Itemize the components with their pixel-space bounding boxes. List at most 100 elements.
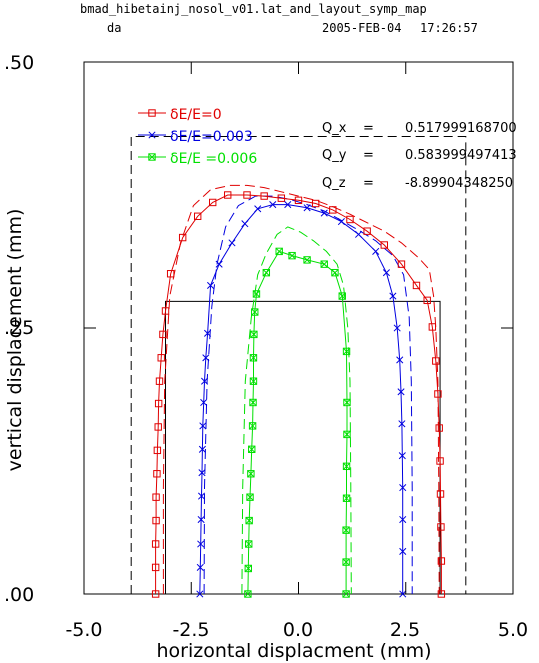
dashed-curve-blue: [203, 195, 413, 595]
data-point-blue-27: [396, 356, 404, 364]
data-point-green-28: [342, 590, 350, 598]
legend-marker-blue: [148, 131, 156, 139]
data-point-green-27: [342, 558, 350, 566]
data-point-blue-5: [198, 469, 206, 477]
data-point-blue-29: [398, 420, 406, 428]
data-point-blue-4: [197, 492, 206, 500]
data-point-red-21: [294, 196, 303, 205]
data-point-red-27: [397, 260, 406, 268]
data-point-blue-23: [372, 247, 380, 255]
data-point-green-26: [342, 526, 350, 534]
data-point-red-33: [435, 424, 443, 432]
outline-box-dashed: [130, 135, 467, 594]
header-time: 17:26:57: [420, 21, 478, 35]
data-point-blue-16: [254, 205, 262, 213]
data-point-blue-1: [196, 563, 204, 571]
data-point-green-4: [246, 493, 254, 501]
tune-values: Q_x = 0.517999168700 Q_y = 0.58399949741…: [322, 121, 517, 191]
data-point-red-0: [151, 590, 160, 598]
data-point-red-23: [329, 206, 337, 214]
data-point-green-14: [262, 268, 271, 277]
data-point-red-6: [153, 446, 162, 455]
series-line-blue: [199, 204, 404, 595]
data-point-green-16: [288, 251, 296, 260]
data-point-red-20: [277, 194, 286, 202]
outline-boxes: [130, 135, 467, 594]
data-point-blue-11: [203, 329, 212, 337]
x-axis-label: horizontal displacment (mm): [156, 640, 431, 662]
data-point-red-14: [178, 233, 187, 242]
data-point-red-31: [432, 357, 440, 365]
data-point-red-3: [152, 516, 160, 525]
data-point-blue-28: [397, 388, 405, 396]
data-point-green-1: [244, 564, 253, 573]
data-point-blue-33: [399, 547, 407, 555]
data-point-red-32: [434, 390, 442, 398]
data-point-red-2: [151, 540, 160, 548]
data-point-red-22: [311, 199, 320, 208]
x-tick-label-3: 2.5: [390, 619, 420, 641]
data-point-green-7: [248, 422, 257, 430]
data-point-red-28: [412, 281, 421, 290]
tune-qx-eq: =: [363, 121, 374, 136]
data-point-blue-25: [389, 292, 397, 300]
data-point-red-1: [151, 563, 160, 572]
data-point-red-12: [161, 307, 170, 315]
data-point-green-3: [245, 516, 253, 525]
legend-label-blue: δE/E=0.003: [170, 129, 253, 145]
legend: δE/E=0 δE/E=0.003 δE/E =0.006: [138, 107, 257, 167]
data-point-blue-8: [200, 398, 208, 407]
data-point-red-4: [152, 493, 160, 501]
data-point-red-18: [243, 191, 251, 199]
y-axis-label: vertical displacement (mm): [4, 209, 26, 472]
series-line-red: [155, 194, 442, 594]
data-point-red-15: [193, 212, 202, 220]
data-point-red-29: [423, 296, 431, 305]
data-point-red-19: [260, 192, 268, 200]
data-point-green-24: [342, 462, 351, 471]
data-point-green-13: [252, 290, 261, 298]
data-point-blue-10: [202, 354, 210, 362]
data-point-blue-14: [228, 239, 236, 247]
data-point-green-0: [244, 590, 252, 598]
tune-qy-eq: =: [363, 148, 374, 163]
x-tick-label-2: 0.0: [283, 619, 313, 641]
tune-qx-value: 0.517999168700: [405, 121, 517, 136]
data-point-red-24: [346, 215, 354, 224]
data-point-blue-12: [207, 281, 215, 289]
data-point-red-38: [437, 590, 446, 598]
data-point-red-17: [224, 191, 232, 199]
data-point-green-20: [338, 292, 346, 300]
data-point-red-7: [154, 423, 162, 431]
data-point-green-21: [342, 347, 351, 356]
tune-qy-label: Q_y: [322, 148, 347, 163]
data-point-red-5: [153, 470, 161, 478]
data-point-blue-0: [196, 590, 204, 598]
x-tick-label-0: -5.0: [65, 619, 102, 641]
axis-ticks: [83, 61, 514, 595]
data-point-red-9: [155, 377, 164, 385]
header-plot-name: da: [107, 21, 121, 35]
data-point-blue-20: [320, 209, 328, 217]
data-point-blue-21: [337, 218, 345, 226]
header-date: 2005-FEB-04: [322, 21, 401, 35]
data-point-green-15: [275, 247, 283, 256]
x-tick-label-1: -2.5: [172, 619, 209, 641]
data-point-green-6: [248, 445, 256, 453]
data-point-green-25: [342, 494, 351, 502]
data-point-green-19: [331, 268, 339, 277]
tune-qz-label: Q_z: [322, 176, 346, 191]
data-series: [151, 191, 446, 598]
data-point-green-17: [303, 256, 311, 264]
data-point-green-9: [249, 377, 258, 385]
dashed-curves: [162, 184, 440, 595]
series-line-green: [247, 250, 348, 595]
data-point-blue-17: [269, 201, 277, 209]
data-point-red-36: [437, 523, 445, 531]
data-point-red-34: [436, 457, 444, 465]
data-point-green-22: [343, 398, 351, 407]
data-point-blue-19: [303, 204, 311, 212]
data-point-blue-31: [399, 484, 407, 492]
data-point-blue-26: [393, 324, 401, 332]
